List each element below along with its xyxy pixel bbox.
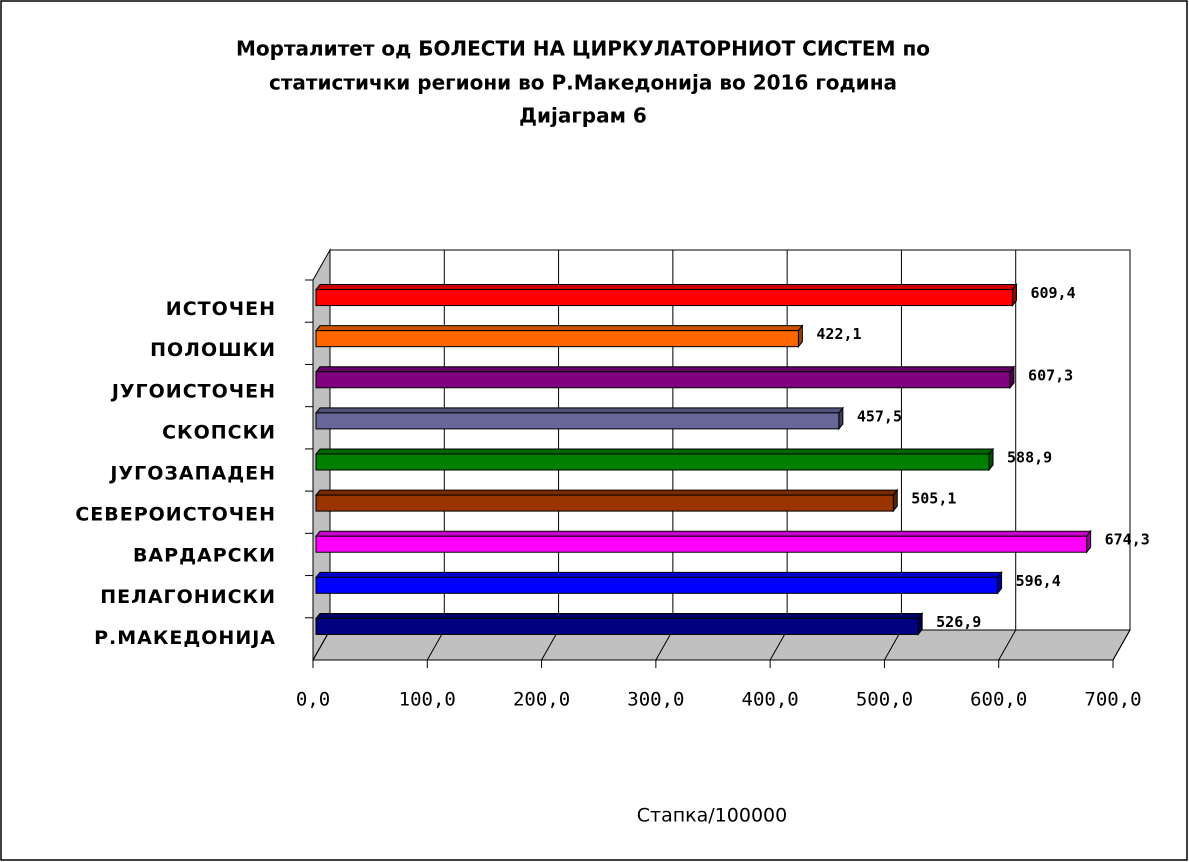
- x-tick-label: 300,0: [627, 689, 684, 711]
- chart-title: Дијаграм 6: [519, 104, 647, 128]
- bar: [315, 330, 799, 348]
- bar: [315, 412, 840, 430]
- bar-top: [314, 530, 1092, 537]
- x-axis-label: Стапка/100000: [637, 805, 787, 827]
- bar-top: [314, 571, 1003, 578]
- floor-line: [655, 629, 674, 661]
- bar-top: [314, 407, 844, 414]
- y-tick-label: ИСТОЧЕН: [166, 298, 276, 320]
- bar-top: [314, 448, 995, 455]
- x-tick-label: 200,0: [513, 689, 570, 711]
- floor-line: [312, 629, 331, 661]
- x-tick-label: 700,0: [1084, 689, 1141, 711]
- bar: [315, 453, 990, 471]
- floor-line: [541, 629, 560, 661]
- x-tick-label: 0,0: [296, 689, 330, 711]
- bar: [315, 494, 894, 512]
- data-label: 422,1: [816, 325, 861, 343]
- y-tick-label: ЈУГОЗАПАДЕН: [108, 463, 276, 485]
- data-label: 609,4: [1030, 284, 1075, 302]
- y-tick-label: ПЕЛАГОНИСКИ: [100, 586, 276, 608]
- bar: [315, 576, 999, 594]
- data-label: 457,5: [857, 407, 902, 425]
- chart-title: Морталитет од БОЛЕСТИ НА ЦИРКУЛАТОРНИОТ …: [236, 37, 930, 61]
- bar: [315, 535, 1088, 553]
- bar-top: [314, 612, 924, 619]
- data-label: 588,9: [1007, 449, 1052, 467]
- bar: [315, 617, 919, 635]
- y-tick-label: СКОПСКИ: [162, 421, 276, 443]
- floor-line: [769, 629, 788, 661]
- data-label: 596,4: [1016, 572, 1061, 590]
- x-tick-label: 100,0: [399, 689, 456, 711]
- data-label: 505,1: [911, 490, 956, 508]
- bar-top: [314, 325, 804, 332]
- floor-line: [1112, 629, 1131, 661]
- y-tick-label: Р.МАКЕДОНИЈА: [94, 627, 276, 649]
- bar: [315, 371, 1011, 389]
- x-tick-label: 500,0: [856, 689, 913, 711]
- bar-top: [314, 284, 1018, 291]
- data-label: 607,3: [1028, 366, 1073, 384]
- bar-top: [314, 366, 1016, 373]
- y-tick-label: ЈУГОИСТОЧЕН: [110, 380, 276, 402]
- bar: [315, 289, 1013, 307]
- floor-line: [426, 629, 445, 661]
- y-tick-label: ПОЛОШКИ: [150, 339, 276, 361]
- x-tick-label: 400,0: [742, 689, 799, 711]
- floor-line: [883, 629, 902, 661]
- data-label: 674,3: [1105, 531, 1150, 549]
- y-tick-label: СЕВЕРОИСТОЧЕН: [75, 504, 276, 526]
- floor-line: [998, 629, 1017, 661]
- y-tick-label: ВАРДАРСКИ: [133, 545, 276, 567]
- bar-top: [314, 489, 899, 496]
- chart-title: статистички региони во Р.Македонија во 2…: [269, 71, 897, 95]
- x-tick-label: 600,0: [970, 689, 1027, 711]
- data-label: 526,9: [936, 613, 981, 631]
